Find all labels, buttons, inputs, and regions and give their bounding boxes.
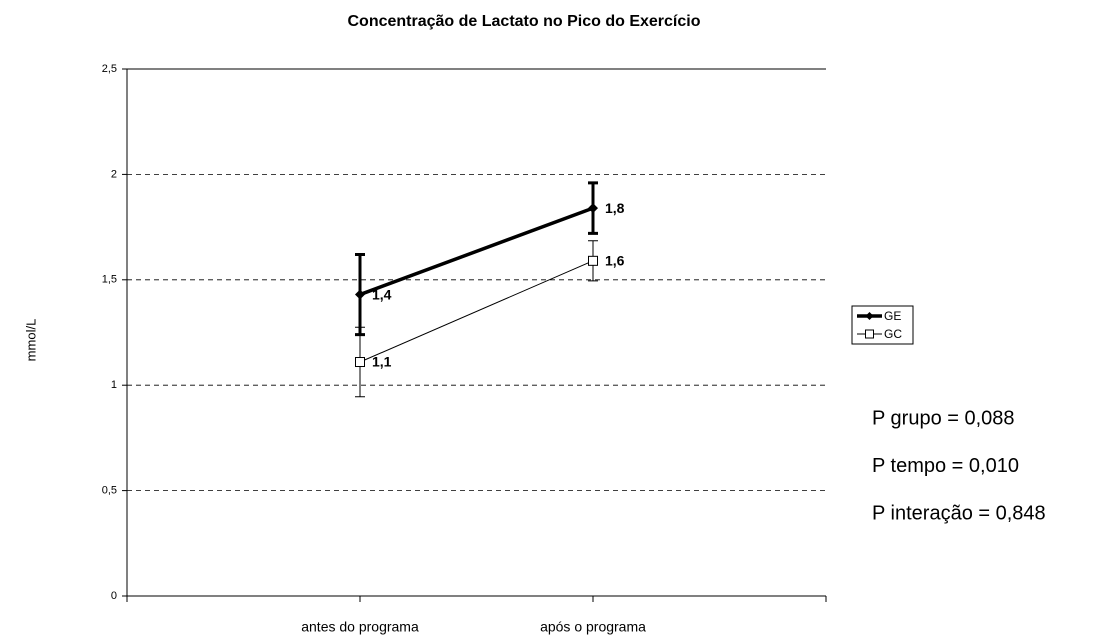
data-point xyxy=(355,357,365,368)
data-point xyxy=(355,289,365,300)
legend-marker xyxy=(865,312,874,320)
data-label: 1,1 xyxy=(372,354,392,370)
legend-label: GE xyxy=(884,309,901,323)
series-line xyxy=(359,206,594,297)
data-label: 1,6 xyxy=(605,253,625,269)
legend-marker xyxy=(865,329,874,339)
y-tick-label: 0,5 xyxy=(102,485,117,497)
legend-label: GC xyxy=(884,327,902,341)
x-tick-label: antes do programa xyxy=(301,619,419,635)
annotation: P interação = 0,848 xyxy=(872,502,1046,524)
series-line xyxy=(359,260,594,363)
x-tick-label: após o programa xyxy=(540,619,646,635)
y-axis-label: mmol/L xyxy=(23,319,38,362)
y-tick-label: 2 xyxy=(111,168,117,180)
legend-box xyxy=(851,305,914,345)
annotation: P tempo = 0,010 xyxy=(872,455,1019,477)
y-tick-label: 1,5 xyxy=(102,274,117,286)
y-tick-label: 1 xyxy=(111,379,117,391)
y-tick-label: 2,5 xyxy=(102,63,117,75)
data-label: 1,4 xyxy=(372,286,392,302)
data-label: 1,8 xyxy=(605,200,625,216)
data-point xyxy=(588,203,598,214)
chart-title: Concentração de Lactato no Pico do Exerc… xyxy=(348,13,701,30)
y-tick-label: 0 xyxy=(111,590,117,602)
annotation: P grupo = 0,088 xyxy=(872,407,1015,429)
data-point xyxy=(588,255,598,266)
